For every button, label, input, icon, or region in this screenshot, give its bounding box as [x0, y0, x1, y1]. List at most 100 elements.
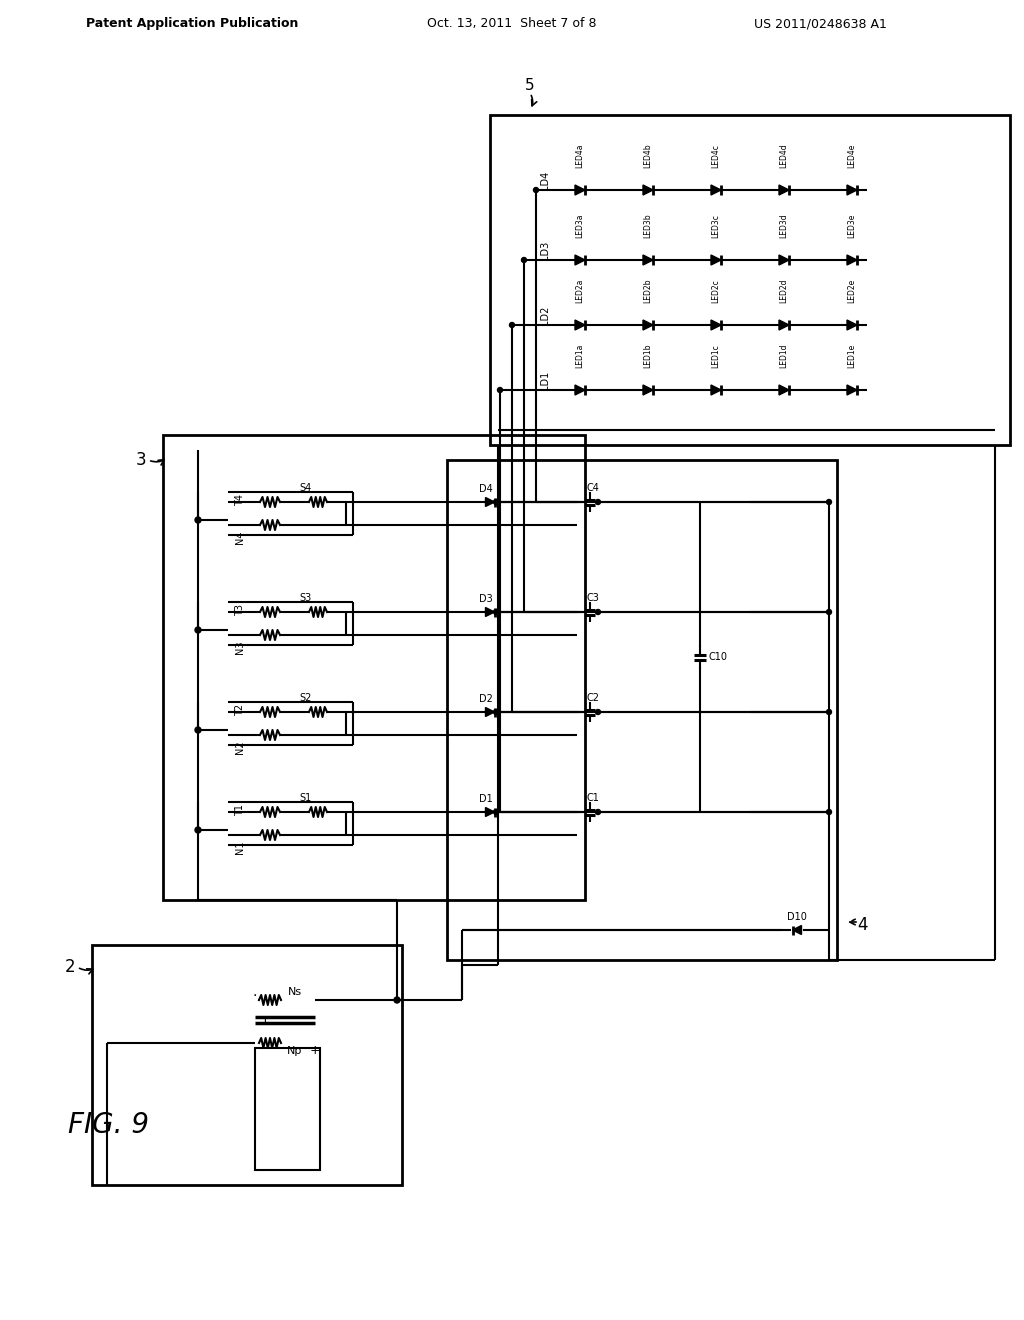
Circle shape: [498, 388, 503, 392]
Polygon shape: [847, 385, 857, 395]
Text: LED3a: LED3a: [575, 214, 585, 238]
Text: D2: D2: [479, 694, 493, 704]
Polygon shape: [847, 255, 857, 265]
Polygon shape: [711, 319, 721, 330]
Text: S4: S4: [300, 483, 312, 492]
Circle shape: [596, 610, 600, 615]
Text: N3: N3: [234, 640, 245, 653]
Text: LED3b: LED3b: [643, 214, 652, 238]
Text: LED2e: LED2e: [848, 279, 856, 304]
Circle shape: [596, 710, 600, 714]
Polygon shape: [485, 607, 495, 616]
Text: D10: D10: [787, 912, 807, 921]
Polygon shape: [575, 319, 585, 330]
Polygon shape: [847, 185, 857, 195]
Polygon shape: [575, 385, 585, 395]
Polygon shape: [485, 708, 495, 717]
Text: N4: N4: [234, 531, 245, 544]
Text: LD4: LD4: [540, 170, 550, 190]
Text: D3: D3: [479, 594, 493, 605]
Text: LD2: LD2: [540, 306, 550, 325]
Text: C2: C2: [587, 693, 599, 704]
Circle shape: [195, 517, 201, 523]
Text: 3: 3: [136, 451, 146, 469]
Bar: [447, 459, 837, 960]
Polygon shape: [711, 385, 721, 395]
Text: LED3e: LED3e: [848, 214, 856, 238]
Polygon shape: [643, 255, 653, 265]
Text: LED4c: LED4c: [712, 144, 721, 168]
Text: LD3: LD3: [540, 240, 550, 260]
Circle shape: [521, 257, 526, 263]
Polygon shape: [779, 319, 790, 330]
Text: .: .: [253, 985, 257, 999]
Text: C1: C1: [587, 793, 599, 803]
Text: LED1b: LED1b: [643, 343, 652, 368]
Circle shape: [596, 499, 600, 504]
Text: FIG. 9: FIG. 9: [68, 1111, 150, 1139]
Text: N1: N1: [234, 841, 245, 854]
Text: N2: N2: [234, 741, 245, 754]
Circle shape: [534, 187, 539, 193]
Text: LED4d: LED4d: [779, 144, 788, 168]
Circle shape: [494, 610, 499, 615]
Text: D4: D4: [479, 484, 493, 494]
Polygon shape: [711, 255, 721, 265]
Polygon shape: [779, 255, 790, 265]
Circle shape: [195, 627, 201, 634]
Circle shape: [826, 710, 831, 714]
Text: US 2011/0248638 A1: US 2011/0248638 A1: [754, 17, 887, 30]
Text: Np: Np: [288, 1045, 303, 1056]
Text: T3: T3: [234, 605, 245, 616]
Text: LD1: LD1: [540, 371, 550, 389]
Text: LED2d: LED2d: [779, 279, 788, 304]
Text: LED1d: LED1d: [779, 343, 788, 368]
Text: Patent Application Publication: Patent Application Publication: [86, 17, 298, 30]
Circle shape: [494, 710, 499, 714]
Text: LED2c: LED2c: [712, 280, 721, 304]
Polygon shape: [779, 185, 790, 195]
Polygon shape: [485, 808, 495, 817]
Bar: [490, 115, 1010, 445]
Text: LED3d: LED3d: [779, 214, 788, 238]
Text: LED4b: LED4b: [643, 144, 652, 168]
Circle shape: [195, 828, 201, 833]
Polygon shape: [485, 498, 495, 507]
Bar: [92, 945, 402, 1185]
Polygon shape: [575, 185, 585, 195]
Text: 2: 2: [65, 958, 76, 975]
Circle shape: [826, 610, 831, 615]
Polygon shape: [793, 925, 802, 935]
Bar: [163, 436, 585, 900]
Polygon shape: [643, 185, 653, 195]
Text: LED4a: LED4a: [575, 144, 585, 168]
Polygon shape: [779, 385, 790, 395]
Circle shape: [596, 809, 600, 814]
Polygon shape: [643, 385, 653, 395]
Circle shape: [510, 322, 514, 327]
Text: C10: C10: [709, 652, 727, 663]
Text: Ns: Ns: [288, 987, 302, 997]
Text: S3: S3: [300, 593, 312, 603]
Text: 4: 4: [857, 916, 867, 935]
Text: S1: S1: [300, 793, 312, 803]
Polygon shape: [847, 319, 857, 330]
Text: LED2b: LED2b: [643, 279, 652, 304]
Text: 5: 5: [525, 78, 535, 92]
Circle shape: [195, 727, 201, 733]
Text: T2: T2: [234, 704, 245, 715]
Text: T4: T4: [234, 494, 245, 506]
Text: LED3c: LED3c: [712, 214, 721, 238]
Text: LED4e: LED4e: [848, 144, 856, 168]
Text: LED1e: LED1e: [848, 343, 856, 368]
Text: LED1c: LED1c: [712, 345, 721, 368]
Circle shape: [394, 997, 400, 1003]
Text: T: T: [261, 1016, 268, 1027]
Text: C3: C3: [587, 593, 599, 603]
Text: T1: T1: [234, 804, 245, 816]
Text: S2: S2: [300, 693, 312, 704]
Text: LED1a: LED1a: [575, 343, 585, 368]
Circle shape: [826, 809, 831, 814]
Text: D1: D1: [479, 795, 493, 804]
Polygon shape: [711, 185, 721, 195]
